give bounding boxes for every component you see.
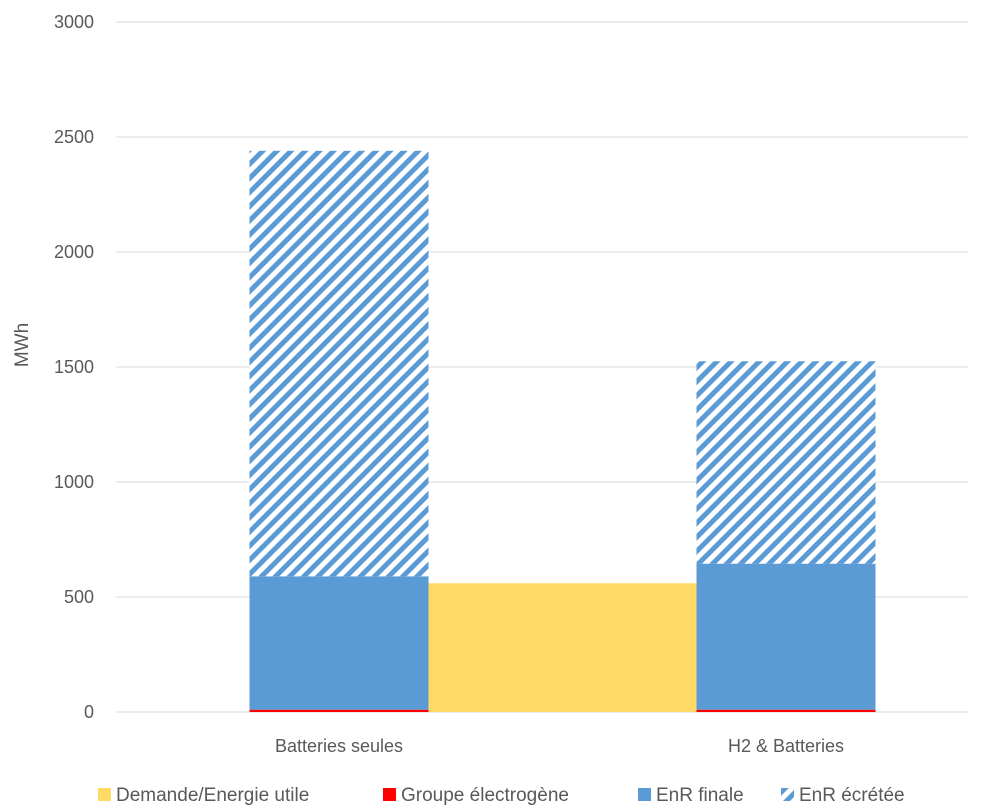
bar-segment-enr-finale-1: [696, 563, 876, 710]
bars: [249, 150, 876, 712]
legend-item-enr-finale: EnR finale: [638, 785, 744, 806]
legend-swatch: [383, 788, 396, 801]
legend-label: Demande/Energie utile: [116, 785, 309, 806]
legend-item-demande: Demande/Energie utile: [98, 785, 309, 806]
bar-segment-enr-finale-0: [249, 576, 429, 710]
y-tick-label: 3000: [54, 12, 94, 32]
legend-item-enr-ecretee: EnR écrétée: [781, 785, 905, 806]
y-tick-label: 2000: [54, 242, 94, 262]
legend-swatch: [638, 788, 651, 801]
y-tick-label: 0: [84, 702, 94, 722]
bar-segment-enr-ecretee-0: [249, 150, 429, 577]
x-category-label: H2 & Batteries: [728, 736, 844, 756]
bar-segment-enr-ecretee-1: [696, 361, 876, 564]
legend-label: EnR écrétée: [799, 785, 905, 806]
bar-segment-groupe-electrogene-0: [249, 709, 429, 712]
legend-swatch: [781, 788, 794, 801]
legend-label: Groupe électrogène: [401, 785, 569, 806]
y-axis-title: MWh: [12, 323, 33, 367]
y-tick-label: 500: [64, 587, 94, 607]
y-tick-label: 1000: [54, 472, 94, 492]
legend: Demande/Energie utile Groupe électrogène E…: [98, 785, 905, 806]
x-category-label: Batteries seules: [275, 736, 403, 756]
legend-swatch: [98, 788, 111, 801]
y-tick-label: 1500: [54, 357, 94, 377]
legend-item-groupe-electrogene: Groupe électrogène: [383, 785, 569, 806]
y-axis-ticks: 0 500 1000 1500 2000 2500 3000: [54, 12, 94, 722]
y-tick-label: 2500: [54, 127, 94, 147]
x-axis-categories: Batteries seules H2 & Batteries: [275, 736, 844, 756]
legend-label: EnR finale: [656, 785, 744, 806]
bar-segment-groupe-electrogene-1: [696, 709, 876, 712]
bar-demande-energie-utile: [428, 583, 697, 712]
